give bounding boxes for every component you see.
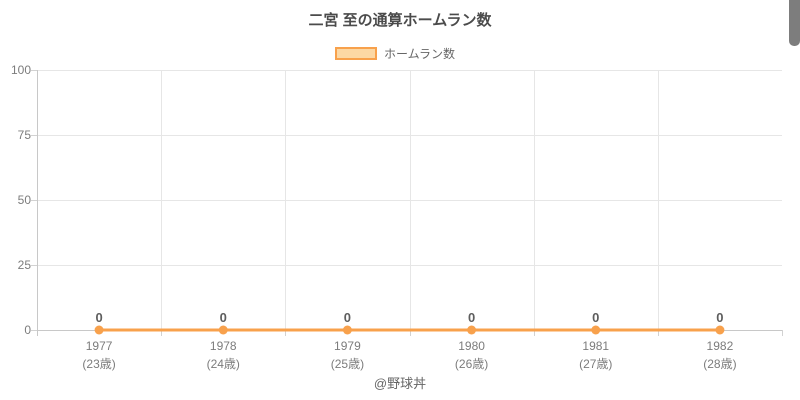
data-point-value-label: 0 [219,310,227,325]
gridline-vertical [285,70,287,330]
gridline-vertical [657,70,659,330]
data-point [342,325,352,335]
data-point [467,325,477,335]
x-axis-tick-label-age: (23歳) [82,357,116,371]
y-axis-tick [31,265,37,266]
data-point-value-label: 0 [95,310,103,325]
y-axis-tick-label: 25 [17,258,31,272]
x-axis-tick [657,330,659,336]
x-axis-tick [285,330,287,336]
data-point [591,325,601,335]
data-point-value-label: 0 [716,310,724,325]
data-point [218,325,228,335]
x-axis-tick-label-year: 1980 [458,339,485,353]
x-axis-tick-label-age: (27歳) [579,357,613,371]
y-axis-tick [31,135,37,136]
y-axis-tick-label: 100 [10,63,31,77]
scrollbar-thumb[interactable] [789,0,800,46]
x-axis-tick [533,330,535,336]
data-point-value-label: 0 [467,310,476,325]
legend[interactable]: ホームラン数 [0,45,790,62]
x-axis-tick [409,330,411,336]
data-point [715,325,725,335]
x-axis-tick-label-age: (25歳) [330,357,365,371]
data-point [94,325,104,335]
y-axis-tick [31,70,37,71]
y-axis-tick-label: 75 [17,128,31,142]
legend-label: ホームラン数 [383,47,456,61]
legend-swatch-icon [334,47,377,60]
x-axis-tick-label-year: 1977 [85,339,113,353]
footer-credit: @野球丼 [373,376,427,391]
y-axis-tick [31,330,37,331]
y-axis-line [37,70,38,336]
x-axis-tick-label-age: (26歳) [454,357,489,371]
y-axis-tick-label: 0 [24,323,31,337]
gridline-vertical [161,70,163,330]
x-axis-tick-label-year: 1978 [209,339,237,353]
x-axis-tick-label-age: (28歳) [703,357,737,371]
x-axis-tick [782,330,783,336]
x-axis-tick-label-age: (24歳) [206,357,240,371]
data-point-value-label: 0 [592,310,600,325]
x-axis-tick-label-year: 1981 [582,339,610,353]
x-axis-tick-label-year: 1979 [334,339,361,353]
gridline-vertical [533,70,535,330]
data-point-value-label: 0 [343,310,352,325]
y-axis-tick-label: 50 [17,193,31,207]
y-axis-tick [31,200,37,201]
gridline-vertical [409,70,411,330]
chart-title: 二宮 至の通算ホームラン数 [308,12,492,29]
x-axis-tick-label-year: 1982 [706,339,734,353]
x-axis-tick [161,330,163,336]
